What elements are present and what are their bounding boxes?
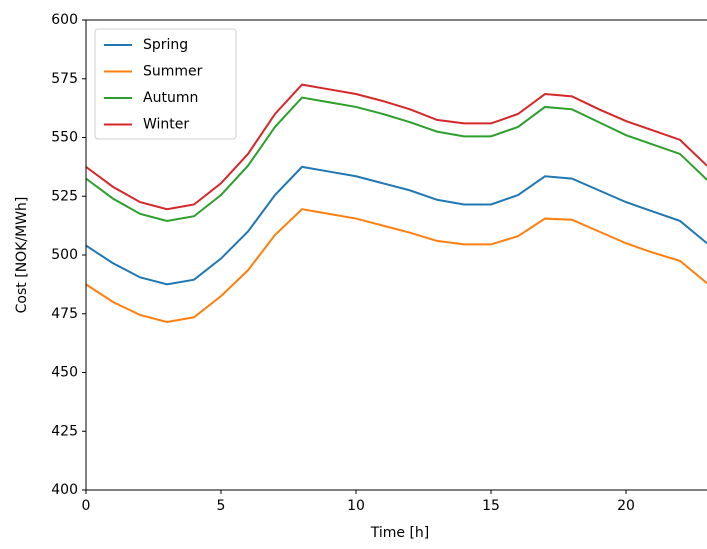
y-tick-label: 400 xyxy=(51,482,78,498)
y-tick-label: 525 xyxy=(51,188,78,204)
legend-box xyxy=(94,28,237,140)
legend-label: Spring xyxy=(143,37,188,53)
y-tick-label: 550 xyxy=(51,130,78,146)
y-tick-label: 600 xyxy=(51,12,78,28)
x-tick-label: 20 xyxy=(617,498,635,514)
y-tick-label: 425 xyxy=(51,423,78,439)
x-tick-label: 0 xyxy=(82,498,91,514)
x-axis-label: Time [h] xyxy=(370,525,430,541)
y-tick-label: 575 xyxy=(51,71,78,87)
y-axis-label: Cost [NOK/MWh] xyxy=(14,197,30,314)
legend-label: Summer xyxy=(143,64,203,80)
legend-label: Autumn xyxy=(143,90,198,106)
legend-label: Winter xyxy=(143,117,189,133)
series-line xyxy=(85,165,707,286)
x-tick-label: 15 xyxy=(482,498,500,514)
x-tick-label: 10 xyxy=(347,498,365,514)
x-tick-label: 5 xyxy=(217,498,226,514)
y-tick-label: 475 xyxy=(51,306,78,322)
series-line xyxy=(85,208,707,323)
y-tick-label: 450 xyxy=(51,365,78,381)
series-line xyxy=(85,96,707,222)
series-line xyxy=(85,83,707,211)
y-tick-label: 500 xyxy=(51,247,78,263)
